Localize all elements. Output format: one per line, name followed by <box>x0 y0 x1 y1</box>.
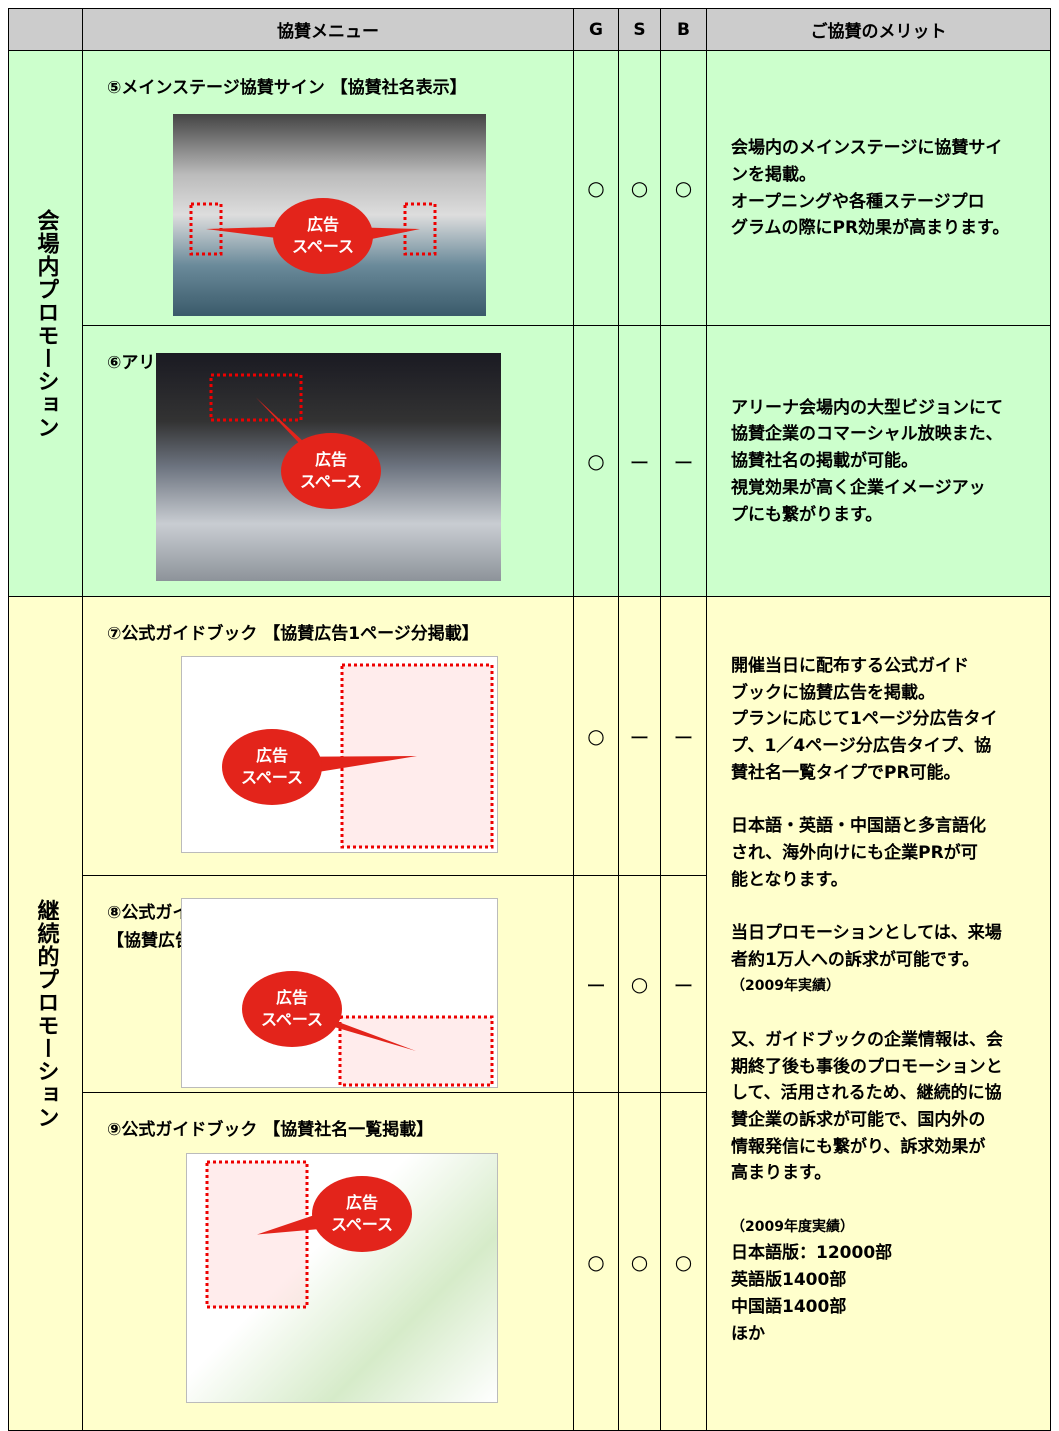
callout-text: 広告 <box>314 450 347 469</box>
merit-cell: アリーナ会場内の大型ビジョンにて 協賛企業のコマーシャル放映また、 協賛社名の掲載が… <box>706 325 1051 597</box>
merit-line: 者約1万人への訴求が可能です。 <box>731 949 980 970</box>
menu-cell: ⑨公式ガイドブック 【協賛社名一覧掲載】広告スペース <box>82 1092 574 1431</box>
merit-line: （2009年実績） <box>731 978 840 995</box>
merit-paragraph: 日本語・英語・中国語と多言語化 され、海外向けにも企業PRが可 能となります。 <box>731 813 1003 893</box>
merit-paragraph: 開催当日に配布する公式ガイド ブックに協賛広告を掲載。プランに応じて1ページ分広告… <box>731 653 1003 787</box>
item-image: 広告 スペース <box>186 1153 498 1403</box>
callout-text: スペース <box>299 472 363 491</box>
merit-line: 日本語版：12000部 <box>731 1243 893 1264</box>
merit-line: ンを掲載。 <box>731 164 816 185</box>
callout-text: スペース <box>260 1010 324 1029</box>
merit-line: 賛社名一覧タイプでPR可能。 <box>731 762 961 783</box>
merit-line: （2009年度実績） <box>731 1218 854 1235</box>
merit-text: アリーナ会場内の大型ビジョンにて 協賛企業のコマーシャル放映また、 協賛社名の掲載が… <box>731 395 1003 529</box>
merit-line: 高まります。 <box>731 1163 832 1184</box>
merit-line: 会場内のメインステージに協賛サイ <box>731 138 1003 159</box>
callout-graphic <box>242 971 494 1087</box>
callout-text: 広告 <box>255 746 288 765</box>
grade-mark: ○ <box>618 1092 661 1431</box>
grade-mark: ○ <box>573 50 619 326</box>
header-cell: G <box>573 8 619 51</box>
merit-line: 開催当日に配布する公式ガイド <box>731 656 969 676</box>
item-image: 広告 スペース <box>156 353 501 581</box>
grade-mark: ○ <box>573 1092 619 1431</box>
merit-line: 日本語・英語・中国語と多言語化 <box>731 816 986 837</box>
grade-mark: ー <box>618 325 661 597</box>
merit-line: 情報発信にも繋がり、訴求効果が <box>731 1136 986 1157</box>
grade-mark: ○ <box>573 596 619 876</box>
callout-text: スペース <box>240 768 304 787</box>
callout-text: スペース <box>330 1215 394 1234</box>
merit-paragraph: 当日プロモーションとしては、来場 者約1万人への訴求が可能です。 （2009年実績） <box>731 920 1003 1000</box>
callout-text: 広告 <box>306 215 339 234</box>
item-image: 広告 スペース <box>181 656 498 853</box>
merit-line: 又、ガイドブックの企業情報は、会 <box>731 1029 1003 1050</box>
merit-line: アリーナ会場内の大型ビジョンにて <box>731 397 1003 418</box>
callout-graphic <box>209 373 381 509</box>
merit-line: 期終了後も事後のプロモーションと <box>731 1056 1003 1077</box>
header-cell: ご協賛のメリット <box>706 8 1051 51</box>
header-cell: B <box>660 8 707 51</box>
merit-paragraph: 又、ガイドブックの企業情報は、会 期終了後も事後のプロモーションと して、活用される… <box>731 1027 1003 1187</box>
merit-line: ほか <box>731 1323 765 1344</box>
merit-line: プ、1／4ページ分広告タイプ、協 <box>731 736 992 757</box>
grade-mark: ○ <box>660 50 707 326</box>
grade-mark: ー <box>660 596 707 876</box>
grade-mark: ○ <box>660 1092 707 1431</box>
merit-line: され、海外向けにも企業PRが可 <box>731 842 978 863</box>
grade-mark: ー <box>660 875 707 1093</box>
grade-mark: ○ <box>618 875 661 1093</box>
item-title: ⑤メインステージ協賛サイン 【協賛社名表示】 <box>107 78 467 98</box>
callout-graphic <box>189 198 437 274</box>
merit-text: 開催当日に配布する公式ガイド ブックに協賛広告を掲載。プランに応じて1ページ分広告… <box>731 653 1003 1374</box>
merit-line: 能となります。 <box>731 869 848 890</box>
merit-line: プにも繋がります。 <box>731 504 883 525</box>
header-cell: 協賛メニュー <box>82 8 574 51</box>
grade-mark: ○ <box>618 50 661 326</box>
callout-text: 広告 <box>345 1193 378 1212</box>
section-label: 会場内プロモーション <box>8 50 83 597</box>
callout-graphic <box>222 663 494 849</box>
merit-cell: 開催当日に配布する公式ガイド ブックに協賛広告を掲載。プランに応じて1ページ分広告… <box>706 596 1051 1431</box>
merit-line: オープニングや各種ステージプロ <box>731 191 985 212</box>
section-label: 継続的プロモーション <box>8 596 83 1431</box>
item-image: 広告 スペース <box>173 114 486 316</box>
menu-cell: ⑤メインステージ協賛サイン 【協賛社名表示】広告スペース <box>82 50 574 326</box>
callout-text: スペース <box>291 237 355 256</box>
merit-line: 英語版1400部 <box>731 1270 847 1291</box>
merit-line: 視覚効果が高く企業イメージアッ <box>731 477 986 498</box>
merit-line: 協賛企業のコマーシャル放映また、 <box>731 424 1003 445</box>
merit-paragraph: （2009年度実績） 日本語版：12000部 英語版1400部 中国語1400部 ほか <box>731 1214 1003 1348</box>
grade-mark: ー <box>573 875 619 1093</box>
menu-cell: ⑦公式ガイドブック 【協賛広告1ページ分掲載】広告スペース <box>82 596 574 876</box>
merit-line: 協賛社名の掲載が可能。 <box>731 451 918 472</box>
merit-line: プランに応じて1ページ分広告タイ <box>731 709 998 730</box>
item-image: 広告 スペース <box>181 898 498 1088</box>
merit-line: 中国語1400部 <box>731 1296 847 1317</box>
callout-graphic <box>205 1160 412 1309</box>
grade-mark: ー <box>618 596 661 876</box>
item-title: ⑦公式ガイドブック 【協賛広告1ページ分掲載】 <box>107 624 479 644</box>
merit-line: グラムの際にPR効果が高まります。 <box>731 218 1010 239</box>
merit-cell: 会場内のメインステージに協賛サイ ンを掲載。オープニングや各種ステージプログラムの… <box>706 50 1051 326</box>
merit-text: 会場内のメインステージに協賛サイ ンを掲載。オープニングや各種ステージプログラムの… <box>731 135 1009 242</box>
grade-mark: ー <box>660 325 707 597</box>
merit-line: 賛企業の訴求が可能で、国内外の <box>731 1109 986 1130</box>
header-cell: S <box>618 8 661 51</box>
header-cell <box>8 8 83 51</box>
merit-line: ブックに協賛広告を掲載。 <box>731 682 935 703</box>
callout-text: 広告 <box>275 988 308 1007</box>
item-title: ⑨公式ガイドブック 【協賛社名一覧掲載】 <box>107 1120 434 1140</box>
merit-line: して、活用されるため、継続的に協 <box>731 1083 1002 1104</box>
grade-mark: ○ <box>573 325 619 597</box>
merit-line: 当日プロモーションとしては、来場 <box>731 923 1002 943</box>
